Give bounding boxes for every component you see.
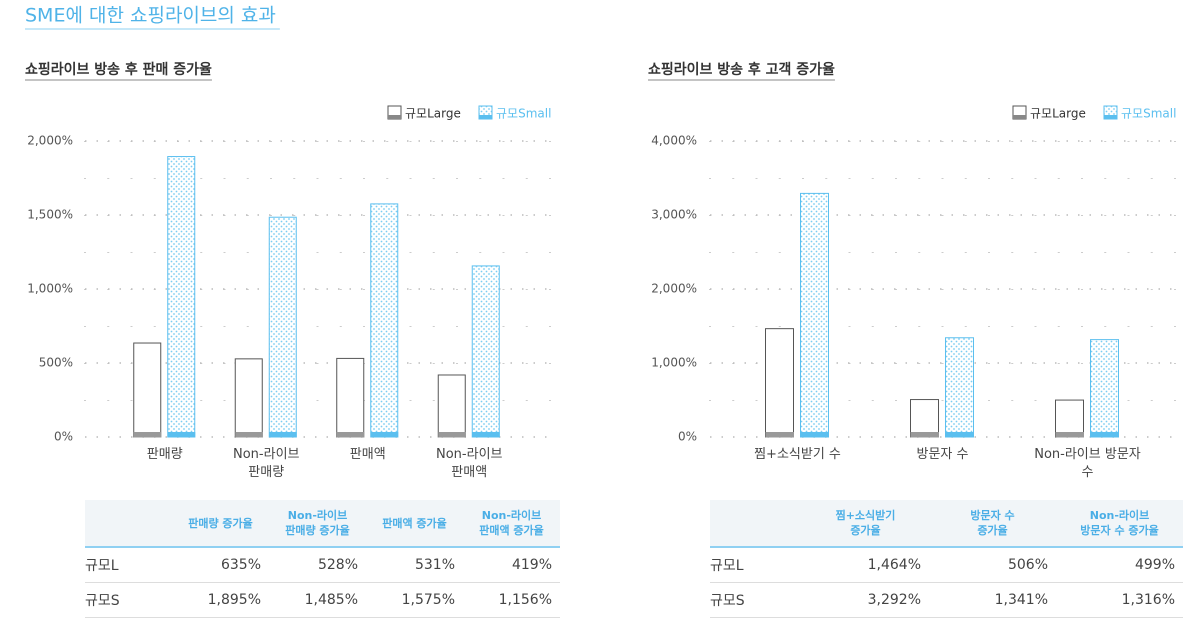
bar bbox=[765, 328, 794, 438]
x-tick-label: 판매량 bbox=[146, 447, 183, 462]
bar-base bbox=[472, 432, 500, 438]
legend-label: 규모Small bbox=[496, 107, 551, 121]
row-label: 규모L bbox=[710, 547, 802, 583]
table-cell: 635% bbox=[172, 547, 269, 583]
table-header: 찜+소식받기 증가율 방문자 수 증가율 Non-라이브 방문자 수 증가율 bbox=[710, 500, 1183, 548]
bar bbox=[336, 357, 365, 438]
table-cell: 1,485% bbox=[269, 582, 366, 618]
table-header: 판매량 증가율 Non-라이브 판매량 증가율 판매액 증가율 Non-라이브 판매액… bbox=[85, 500, 560, 548]
bar-base bbox=[133, 432, 162, 438]
row-label: 규모L bbox=[85, 547, 172, 583]
bar-base bbox=[945, 432, 974, 438]
y-tick-label: 1,500% bbox=[27, 208, 73, 222]
x-tick-label: Non-라이브 방문자 수 bbox=[1034, 447, 1141, 480]
bar bbox=[234, 358, 263, 438]
bar-base bbox=[910, 432, 939, 438]
y-tick-label: 0% bbox=[54, 430, 73, 444]
legend-label: 규모Large bbox=[1030, 107, 1086, 121]
table-cell: 1,156% bbox=[463, 582, 560, 618]
legend-label: 규모Small bbox=[1121, 107, 1176, 121]
bar bbox=[1055, 399, 1084, 438]
bar-base bbox=[1090, 432, 1119, 438]
bar-base bbox=[765, 432, 794, 438]
bar bbox=[945, 337, 974, 438]
table-cell: 1,575% bbox=[366, 582, 463, 618]
bar bbox=[800, 192, 829, 438]
y-tick-label: 500% bbox=[39, 356, 73, 370]
header-cell: Non-라이브 방문자 수 증가율 bbox=[1056, 500, 1183, 548]
header-cell: Non-라이브 판매액 증가율 bbox=[463, 500, 560, 548]
y-tick-label: 4,000% bbox=[651, 134, 697, 148]
bar-base bbox=[167, 432, 196, 438]
y-tick-label: 3,000% bbox=[651, 208, 697, 222]
legend-swatch-base bbox=[1013, 115, 1026, 119]
bar bbox=[437, 374, 466, 438]
y-tick-label: 1,000% bbox=[651, 356, 697, 370]
legend-label: 규모Large bbox=[405, 107, 461, 121]
bar-base bbox=[800, 432, 829, 438]
y-tick-label: 2,000% bbox=[651, 282, 697, 296]
x-tick-label: Non-라이브 판매량 bbox=[233, 447, 300, 480]
table-cell: 1,316% bbox=[1056, 582, 1183, 618]
table-row: 규모S 3,292% 1,341% 1,316% bbox=[710, 582, 1183, 618]
bar bbox=[167, 156, 196, 438]
table-cell: 528% bbox=[269, 547, 366, 583]
x-tick-label: 방문자 수 bbox=[916, 447, 969, 462]
bar bbox=[370, 203, 399, 438]
data-table: 찜+소식받기 증가율 방문자 수 증가율 Non-라이브 방문자 수 증가율 규모L 1… bbox=[710, 500, 1183, 618]
table-cell: 506% bbox=[929, 547, 1056, 583]
row-label: 규모S bbox=[85, 582, 172, 618]
x-tick-label: 판매액 bbox=[349, 447, 386, 462]
row-label: 규모S bbox=[710, 582, 802, 618]
page-title: SME에 대한 쇼핑라이브의 효과 bbox=[25, 5, 276, 27]
table-cell: 419% bbox=[463, 547, 560, 583]
bar-base bbox=[1055, 432, 1084, 438]
bar-base bbox=[235, 432, 263, 438]
bar-base bbox=[438, 432, 466, 438]
header-cell: 방문자 수 증가율 bbox=[929, 500, 1056, 548]
y-tick-label: 1,000% bbox=[27, 282, 73, 296]
bar bbox=[471, 265, 500, 438]
x-tick-label: Non-라이브 판매액 bbox=[436, 447, 503, 480]
bar bbox=[1090, 339, 1119, 438]
legend-swatch-base bbox=[388, 115, 401, 119]
header-cell bbox=[85, 500, 172, 548]
legend-swatch-base bbox=[479, 115, 492, 119]
table-cell: 499% bbox=[1056, 547, 1183, 583]
chart-title: 쇼핑라이브 방송 후 판매 증가율 bbox=[25, 61, 212, 78]
data-table: 판매량 증가율 Non-라이브 판매량 증가율 판매액 증가율 Non-라이브 판매액… bbox=[85, 500, 560, 618]
bar bbox=[133, 342, 162, 438]
table-row: 규모L 635% 528% 531% 419% bbox=[85, 547, 560, 583]
header-cell bbox=[710, 500, 802, 548]
table-cell: 1,464% bbox=[802, 547, 929, 583]
bar-base bbox=[336, 432, 365, 438]
y-tick-label: 0% bbox=[678, 430, 697, 444]
x-tick-label: 찜+소식받기 수 bbox=[754, 447, 841, 462]
table-cell: 1,895% bbox=[172, 582, 269, 618]
header-cell: 판매량 증가율 bbox=[172, 500, 269, 548]
bar bbox=[268, 216, 297, 438]
table-cell: 1,341% bbox=[929, 582, 1056, 618]
bar bbox=[910, 399, 939, 438]
header-cell: Non-라이브 판매량 증가율 bbox=[269, 500, 366, 548]
table-cell: 3,292% bbox=[802, 582, 929, 618]
header-cell: 찜+소식받기 증가율 bbox=[802, 500, 929, 548]
legend-swatch-base bbox=[1104, 115, 1117, 119]
bar-base bbox=[370, 432, 399, 438]
y-tick-label: 2,000% bbox=[27, 134, 73, 148]
table-row: 규모S 1,895% 1,485% 1,575% 1,156% bbox=[85, 582, 560, 618]
header-cell: 판매액 증가율 bbox=[366, 500, 463, 548]
table-row: 규모L 1,464% 506% 499% bbox=[710, 547, 1183, 583]
chart-title: 쇼핑라이브 방송 후 고객 증가율 bbox=[648, 61, 835, 78]
table-cell: 531% bbox=[366, 547, 463, 583]
bar-base bbox=[269, 432, 297, 438]
